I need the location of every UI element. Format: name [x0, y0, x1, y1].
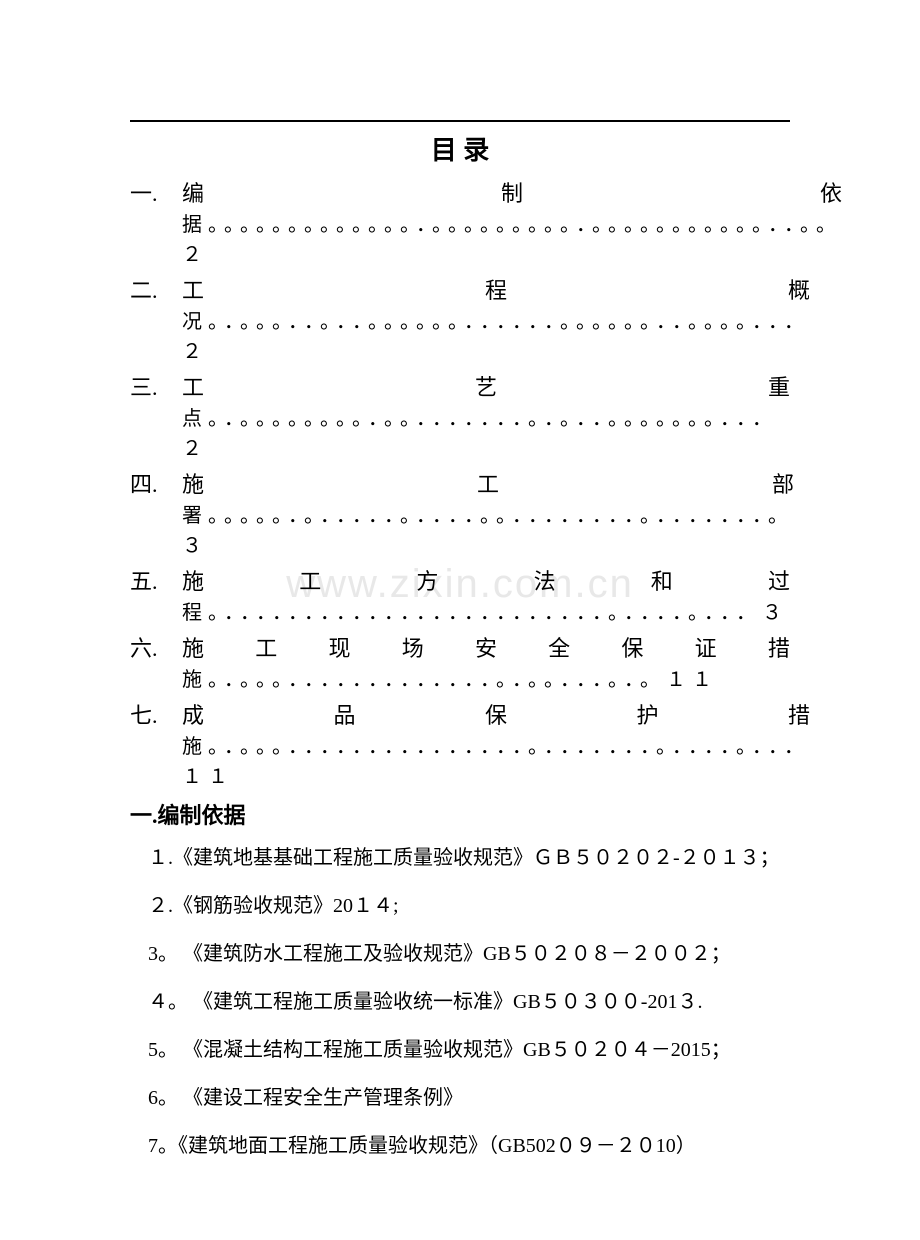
toc-label: 工艺重 [182, 371, 790, 404]
toc-dots: 署。。。。。．。．．．．．。．．．．。。．．．．．．．．。．．．．．．．。３ [182, 501, 794, 561]
toc-dots: 程。．．．．．．．．．．．．．．．．．．．．．．．．。．．．．。．．．３ [182, 598, 790, 628]
toc-char: 方 [416, 565, 438, 598]
toc-char: 工 [477, 468, 499, 501]
toc-number: 七. [130, 699, 182, 732]
toc-char: 工 [182, 274, 204, 307]
toc-char: 概 [788, 274, 810, 307]
toc-label: 成品保护措 [182, 699, 810, 732]
reference-item: ２.《钢筋验收规范》20１４; [148, 892, 790, 920]
toc-char: 措 [768, 632, 790, 665]
reference-item: 5。 《混凝土结构工程施工质量验收规范》GB５０２０４－2015； [148, 1036, 790, 1064]
toc-label: 工程概 [182, 274, 810, 307]
toc-char: 法 [534, 565, 556, 598]
toc-char: 程 [485, 274, 507, 307]
toc-item: 一.编制依据。。。。。。。。。。。。。．。。。。。。。。。．。。。。。。。。。。… [130, 177, 790, 270]
toc-body: 施 工 现 场 安 全 保 证 措施。．。。。．．．．．．．．．．．．．。．。。．．．。．。１１ [182, 632, 790, 695]
toc-char: 成 [182, 699, 204, 732]
toc-number: 六. [130, 632, 182, 665]
toc-item: 七.成品保护措施。．。。。．．．．．．．．．．．．．．．。．．．．．．．。．．．… [130, 699, 790, 792]
toc-label: 施工现场安全保证措 [182, 632, 790, 665]
toc-char: 全 [548, 632, 570, 665]
reference-item: 7。《建筑地面工程施工质量验收规范》（GB502０９－２０10） [148, 1132, 790, 1160]
toc-body: 编 制 依据。。。。。。。。。。。。。．。。。。。。。。。．。。。。。。。。。。。．… [182, 177, 842, 270]
toc-body: 工 艺 重点。．。。。。。。。。．。。．．．．．．．。．。．．。。。。。。。．．．２ [182, 371, 790, 464]
toc-item: 四.施工部署。。。。。．。．．．．．。．．．．。。．．．．．．．．。．．．．．．… [130, 468, 790, 561]
toc-body: 施 工 部署。。。。。．。．．．．．。．．．．。。．．．．．．．．。．．．．．．．。… [182, 468, 794, 561]
top-rule [130, 120, 790, 122]
toc-list: 一.编制依据。。。。。。。。。。。。。．。。。。。。。。。．。。。。。。。。。。… [130, 177, 790, 792]
toc-char: 工 [255, 632, 277, 665]
toc-label: 编制依 [182, 177, 842, 210]
toc-char: 保 [485, 699, 507, 732]
toc-char: 和 [651, 565, 673, 598]
reference-item: ４。 《建筑工程施工质量验收统一标准》GB５０３００-201３. [148, 988, 790, 1016]
toc-body: 成 品 保 护 措施。．。。。．．．．．．．．．．．．．．．。．．．．．．．。．．．．。… [182, 699, 810, 792]
toc-char: 工 [299, 565, 321, 598]
toc-char: 过 [768, 565, 790, 598]
toc-dots: 点。．。。。。。。。。．。。．．．．．．．。．。．．。。。。。。。．．．２ [182, 404, 790, 464]
toc-char: 部 [772, 468, 794, 501]
toc-char: 编 [182, 177, 204, 210]
toc-number: 四. [130, 468, 182, 501]
toc-char: 现 [328, 632, 350, 665]
section-heading: 一.编制依据 [130, 798, 790, 830]
toc-title: 目 录 [130, 130, 790, 167]
references-list: １.《建筑地基基础工程施工质量验收规范》ＧＢ５０２０２-２０１３； ２.《钢筋验收… [130, 844, 790, 1160]
toc-char: 工 [182, 371, 204, 404]
toc-char: 施 [182, 632, 204, 665]
toc-item: 二.工程概况。．。。。．．。．．。。。。。。．．．．．．。。。。。。．．。。。。… [130, 274, 790, 367]
reference-item: 3。 《建筑防水工程施工及验收规范》GB５０２０８－２００２； [148, 940, 790, 968]
toc-char: 艺 [475, 371, 497, 404]
toc-char: 证 [695, 632, 717, 665]
toc-char: 保 [621, 632, 643, 665]
toc-char: 场 [402, 632, 424, 665]
toc-dots: 况。．。。。．．。．．。。。。。。．．．．．．。。。。。。．．。。。。．．．２ [182, 307, 810, 367]
toc-char: 依 [820, 177, 842, 210]
toc-number: 一. [130, 177, 182, 210]
toc-number: 二. [130, 274, 182, 307]
toc-body: 施 工 方 法 和 过程。．．．．．．．．．．．．．．．．．．．．．．．．。．．．．。．．… [182, 565, 790, 628]
toc-dots: 据。。。。。。。。。。。。。．。。。。。。。。。．。。。。。。。。。。。．．。。… [182, 210, 842, 270]
toc-label: 施工部 [182, 468, 794, 501]
reference-item: 6。 《建设工程安全生产管理条例》 [148, 1084, 790, 1112]
toc-number: 三. [130, 371, 182, 404]
toc-char: 措 [788, 699, 810, 732]
toc-number: 五. [130, 565, 182, 598]
toc-char: 制 [501, 177, 523, 210]
toc-dots: 施。．。。。．．．．．．．．．．．．．．．。．．．．．．．。．．．．。．．．１１ [182, 732, 810, 792]
toc-char: 品 [333, 699, 355, 732]
toc-char: 安 [475, 632, 497, 665]
reference-item: １.《建筑地基基础工程施工质量验收规范》ＧＢ５０２０２-２０１３； [148, 844, 790, 872]
document-page: 目 录 一.编 制 依据。。。。。。。。。。。。。．。。。。。。。。。．。。。。。。… [0, 0, 920, 1240]
toc-item: 三.工 艺 重点。．。。。。。。。。．。。．．．．．．．。．。．．。。。。。。。．．… [130, 371, 790, 464]
toc-label: 施工方法和过 [182, 565, 790, 598]
toc-item: 六.施 工 现 场 安 全 保 证 措施。．。。。．．．．．．．．．．．．．。．。。．．．。．。… [130, 632, 790, 695]
toc-item: 五.施 工 方 法 和 过程。．．．．．．．．．．．．．．．．．．．．．．．．。．．．．。… [130, 565, 790, 628]
toc-body: 工 程 概况。．。。。．．。．．。。。。。。．．．．．．。。。。。。．．。。。。．．… [182, 274, 810, 367]
toc-char: 护 [636, 699, 658, 732]
toc-char: 施 [182, 468, 204, 501]
toc-char: 施 [182, 565, 204, 598]
toc-char: 重 [768, 371, 790, 404]
toc-dots: 施。．。。。．．．．．．．．．．．．．。．。。．．．。．。１１ [182, 665, 790, 695]
